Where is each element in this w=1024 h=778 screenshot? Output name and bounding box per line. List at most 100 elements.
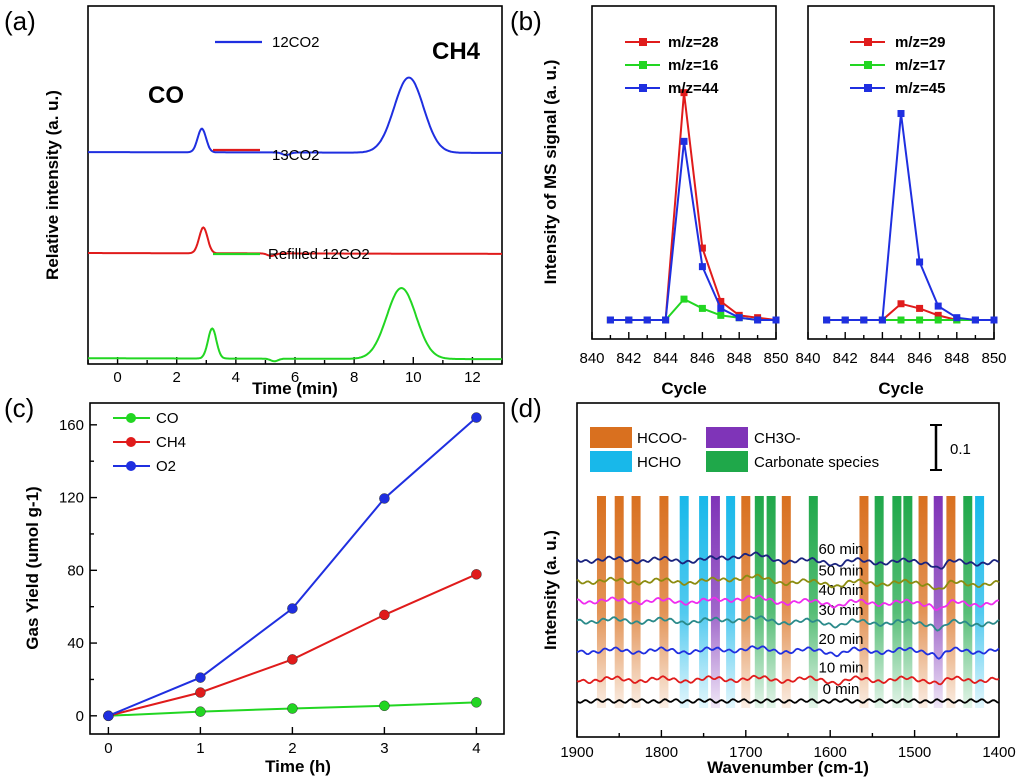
b-series-line xyxy=(826,113,994,321)
d-series-label: 0 min xyxy=(823,681,860,698)
panel-a-ticks: 0 2 4 6 8 10 12 xyxy=(87,357,503,386)
annotation-co: CO xyxy=(148,82,184,109)
b-marker xyxy=(625,316,633,324)
legend-ch4: CH4 xyxy=(156,434,186,451)
b-marker xyxy=(878,316,886,324)
legend-swatch-carbonate xyxy=(706,451,748,472)
legend-co: CO xyxy=(156,410,179,427)
panel-c-curves xyxy=(103,412,482,722)
d-xtick-label: 1600 xyxy=(814,744,847,761)
b-series-line xyxy=(610,141,776,321)
b-marker xyxy=(754,316,762,324)
b-marker xyxy=(860,316,868,324)
d-series-line xyxy=(577,594,1000,611)
panel-d-ticks: 1900 1800 1700 1600 1500 1400 xyxy=(560,730,1016,761)
panel-b-legend-left: m/z=28 m/z=16 m/z=44 xyxy=(625,34,719,97)
annotation-ch4: CH4 xyxy=(432,38,481,65)
d-series-line xyxy=(576,645,1000,660)
panel-b-xlabel-right: Cycle xyxy=(878,379,923,398)
b-marker xyxy=(897,316,905,324)
d-series-label: 20 min xyxy=(818,631,863,648)
b-xtick-label: 850 xyxy=(981,350,1006,367)
b-xtick-label: 840 xyxy=(795,350,820,367)
b-marker xyxy=(606,316,614,324)
d-band-carbonate xyxy=(892,496,902,708)
c-series-line xyxy=(108,573,477,717)
panel-b-ylabel: Intensity of MS signal (a. u.) xyxy=(541,60,560,285)
a-xtick-label: 2 xyxy=(173,369,181,386)
c-xtick-label: 4 xyxy=(472,740,480,757)
b-xtick-label: 846 xyxy=(690,350,715,367)
scale-bar: 0.1 xyxy=(930,424,971,471)
panel-b: (b) 840 842 844 846 848 850 840 842 844 846 848 850… xyxy=(510,5,1007,398)
panel-d-ylabel: Intensity (a. u.) xyxy=(541,530,560,650)
c-marker xyxy=(195,706,206,717)
d-band-hcho xyxy=(975,496,985,708)
b-marker xyxy=(698,304,706,312)
b-series-line xyxy=(826,302,994,321)
d-series-label: 30 min xyxy=(818,602,863,619)
d-xtick-label: 1400 xyxy=(982,744,1015,761)
d-series-line xyxy=(576,698,1000,704)
panel-c-ylabel: Gas Yield (umol g-1) xyxy=(23,486,42,649)
b-marker xyxy=(990,316,998,324)
b-marker xyxy=(680,89,688,97)
c-ytick-label: 0 xyxy=(76,708,84,725)
legend-carbonate: Carbonate species xyxy=(754,454,879,471)
c-marker xyxy=(471,569,482,580)
b-marker xyxy=(916,258,924,266)
panel-a-ylabel: Relative intensity (a. u.) xyxy=(43,90,62,280)
legend-ch3o: CH3O- xyxy=(754,430,801,447)
legend-mz45: m/z=45 xyxy=(895,80,945,97)
d-series-line xyxy=(576,615,1000,632)
legend-swatch-hcho xyxy=(590,451,632,472)
panel-b-legend-right: m/z=29 m/z=17 m/z=45 xyxy=(850,34,945,97)
b-marker xyxy=(916,304,924,312)
panel-b-frame-left xyxy=(591,5,777,340)
c-ytick-label: 120 xyxy=(59,490,84,507)
panel-d-curves: 0 min 10 min 20 min 30 min 40 min 50 min 60 mi… xyxy=(576,541,1000,704)
legend-mz16: m/z=16 xyxy=(668,57,718,74)
c-xtick-label: 1 xyxy=(196,740,204,757)
legend-o2: O2 xyxy=(156,458,176,475)
b-marker xyxy=(934,311,942,319)
b-xtick-label: 844 xyxy=(870,350,895,367)
d-xtick-label: 1800 xyxy=(645,744,678,761)
legend-hcoo: HCOO- xyxy=(637,430,687,447)
d-band-hcoo xyxy=(918,496,928,708)
panel-c-legend: CO CH4 O2 xyxy=(113,410,186,475)
b-xtick-label: 850 xyxy=(763,350,788,367)
d-series-label: 40 min xyxy=(818,582,863,599)
c-marker xyxy=(379,493,390,504)
a-xtick-label: 0 xyxy=(113,369,121,386)
panel-b-curves xyxy=(606,89,998,324)
d-band-carbonate xyxy=(903,496,913,708)
d-xtick-label: 1500 xyxy=(898,744,931,761)
d-series-label: 10 min xyxy=(818,660,863,677)
panel-d: (d) 1900 1800 1700 1600 1500 1400 Wavenumber … xyxy=(510,393,1016,777)
b-xtick-label: 848 xyxy=(944,350,969,367)
b-xtick-label: 842 xyxy=(833,350,858,367)
a-xtick-label: 6 xyxy=(291,369,299,386)
a-series-line xyxy=(88,76,502,157)
legend-refilled-12co2: Refilled 12CO2 xyxy=(268,246,370,263)
panel-a-xlabel: Time (min) xyxy=(252,379,338,398)
c-marker xyxy=(195,687,206,698)
c-xtick-label: 0 xyxy=(104,740,112,757)
d-band-ch3o xyxy=(933,496,943,708)
c-marker xyxy=(287,654,298,665)
d-band-hcho xyxy=(699,496,709,708)
b-marker xyxy=(698,263,706,271)
panel-a-label: (a) xyxy=(4,6,36,36)
panel-a: (a) 0 2 4 6 8 10 12 Time (min) Relative intens… xyxy=(4,5,503,398)
legend-mz17: m/z=17 xyxy=(895,57,945,74)
a-series-line xyxy=(88,286,502,363)
panel-b-xlabel-left: Cycle xyxy=(661,379,706,398)
b-marker xyxy=(897,300,905,308)
legend-12co2: 12CO2 xyxy=(272,34,320,51)
panel-a-curves xyxy=(88,76,502,363)
b-xtick-label: 844 xyxy=(653,350,678,367)
d-series-line xyxy=(576,573,1000,591)
b-marker xyxy=(717,304,725,312)
